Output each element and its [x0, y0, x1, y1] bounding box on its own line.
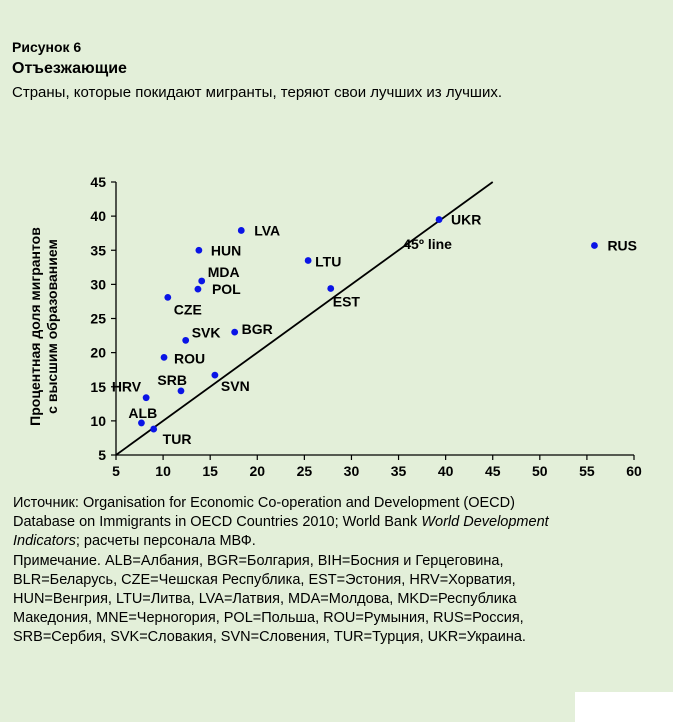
data-point-rou: ROU — [160, 350, 205, 366]
point-marker — [138, 419, 145, 427]
x-ticks: 5 10 15 20 25 30 35 40 45 50 55 60 — [112, 455, 642, 479]
point-label: LTU — [315, 253, 341, 269]
point-label: TUR — [163, 431, 192, 447]
data-point-bgr: BGR — [231, 321, 273, 337]
x-tick-label: 50 — [532, 463, 548, 479]
point-label: SRB — [157, 372, 187, 388]
data-point-pol: POL — [194, 281, 241, 297]
point-marker — [237, 227, 245, 234]
y-ticks: 5 10 15 20 25 30 35 40 45 — [90, 174, 116, 463]
data-point-hun: HUN — [195, 242, 241, 258]
point-marker — [194, 285, 202, 293]
x-tick-label: 5 — [112, 463, 120, 479]
point-label: ALB — [128, 405, 157, 421]
data-point-tur: TUR — [150, 425, 192, 447]
point-marker — [231, 328, 239, 336]
y-axis-title-line2: с высшим образованием — [44, 239, 60, 414]
figure-panel — [0, 0, 673, 692]
point-label: CZE — [174, 301, 202, 317]
reference-line-label: 45º line — [403, 236, 452, 252]
source-notes: Источник: Organisation for Economic Co-o… — [13, 494, 573, 648]
y-tick-label: 5 — [98, 447, 106, 463]
data-point-alb: ALB — [128, 405, 157, 427]
point-label: SVK — [192, 324, 221, 340]
figure-panel-tail — [0, 692, 575, 722]
data-point-cze: CZE — [164, 293, 202, 317]
figure-subtitle: Страны, которые покидают мигранты, теряю… — [12, 84, 502, 101]
note-text: Примечание. ALB=Албания, BGR=Болгария, B… — [13, 552, 526, 646]
point-marker — [435, 216, 443, 223]
figure-label: Рисунок 6 — [12, 39, 82, 55]
x-tick-label: 35 — [391, 463, 407, 479]
point-marker — [327, 285, 335, 292]
y-tick-label: 10 — [90, 413, 106, 429]
source-text: Источник: Organisation for Economic Co-o… — [13, 494, 573, 552]
point-marker — [591, 242, 598, 249]
x-tick-label: 55 — [579, 463, 595, 479]
point-label: RUS — [607, 237, 637, 253]
point-label: POL — [212, 281, 241, 297]
y-axis-title-line1: Процентная доля мигрантов — [27, 227, 43, 426]
point-marker — [150, 425, 158, 433]
axes — [115, 182, 634, 456]
data-point-svk: SVK — [182, 324, 221, 344]
point-marker — [211, 371, 219, 379]
x-tick-label: 10 — [155, 463, 171, 479]
data-point-ukr: UKR — [435, 212, 481, 228]
point-label: EST — [333, 293, 361, 309]
y-tick-label: 25 — [90, 311, 106, 327]
point-marker — [164, 293, 172, 301]
point-marker — [195, 246, 203, 254]
figure-title: Отъезжающие — [12, 60, 127, 77]
x-tick-label: 20 — [249, 463, 265, 479]
point-marker — [177, 387, 185, 395]
y-tick-label: 20 — [90, 345, 106, 361]
y-tick-label: 30 — [90, 276, 106, 292]
point-marker — [160, 354, 168, 361]
x-tick-label: 30 — [344, 463, 360, 479]
source-prefix: Источник: Organisation for Economic Co-o… — [13, 495, 515, 531]
y-axis-title: Процентная доля мигрантов с высшим образ… — [27, 227, 60, 426]
data-point-srb: SRB — [157, 372, 187, 395]
point-label: LVA — [254, 222, 280, 238]
reference-line — [115, 181, 494, 456]
x-tick-label: 45 — [485, 463, 501, 479]
y-tick-label: 35 — [90, 242, 106, 258]
source-suffix: ; расчеты персонала МВФ. — [75, 533, 256, 550]
point-label: HUN — [211, 242, 241, 258]
x-tick-label: 40 — [438, 463, 454, 479]
data-point-svn: SVN — [211, 371, 250, 394]
point-marker — [182, 336, 190, 344]
data-point-ltu: LTU — [304, 253, 341, 269]
data-point-rus: RUS — [591, 237, 637, 253]
point-label: SVN — [221, 378, 250, 394]
reference-line-group: 45º line — [115, 181, 494, 456]
x-tick-label: 25 — [297, 463, 313, 479]
x-tick-label: 15 — [202, 463, 218, 479]
y-tick-label: 15 — [90, 379, 106, 395]
x-tick-label: 60 — [626, 463, 642, 479]
point-label: MDA — [208, 264, 240, 280]
point-label: ROU — [174, 350, 205, 366]
data-point-mda: MDA — [198, 264, 240, 285]
point-marker — [304, 257, 312, 264]
point-marker — [198, 277, 206, 285]
data-point-lva: LVA — [237, 222, 280, 238]
source-italic: World Development Indicators — [13, 514, 549, 550]
data-point-hrv: HRV — [112, 379, 150, 402]
y-tick-label: 40 — [90, 208, 106, 224]
data-point-est: EST — [327, 285, 360, 309]
y-tick-label: 45 — [90, 174, 106, 190]
point-label: UKR — [451, 212, 481, 228]
scatter-chart: Процентная доля мигрантов с высшим образ… — [27, 174, 642, 479]
point-label: BGR — [242, 321, 273, 337]
point-label: HRV — [112, 379, 142, 395]
point-marker — [142, 394, 150, 402]
